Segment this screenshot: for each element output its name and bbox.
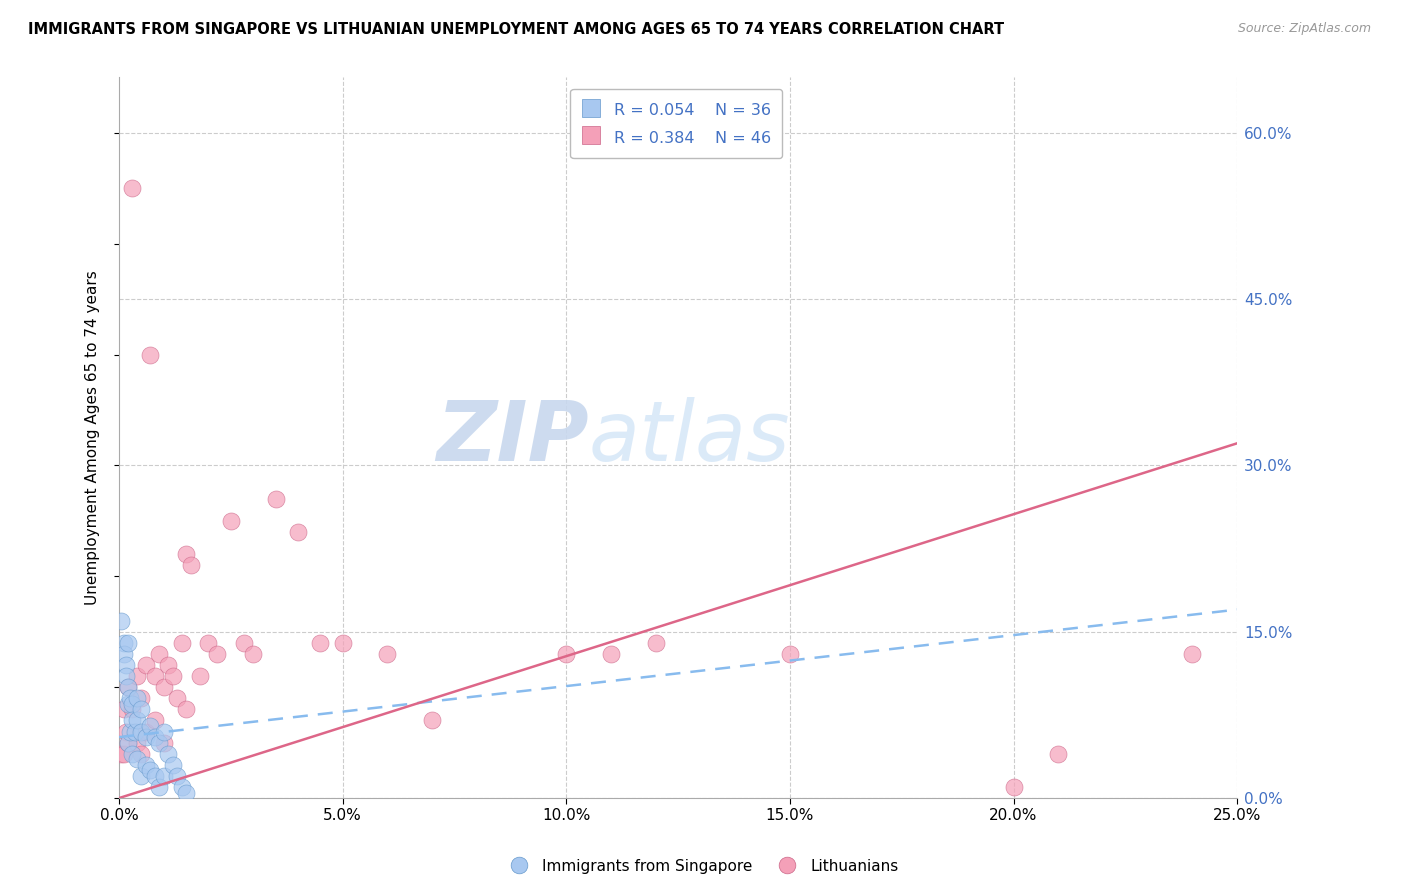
Point (125, 691, 148, 706)
Point (135, 658, 157, 673)
Point (135, 757, 157, 772)
Point (1047, 747, 1070, 761)
Point (117, 736, 139, 750)
Point (131, 747, 153, 761)
Point (112, 747, 135, 761)
Point (242, 647, 264, 661)
Text: IMMIGRANTS FROM SINGAPORE VS LITHUANIAN UNEMPLOYMENT AMONG AGES 65 TO 74 YEARS C: IMMIGRANTS FROM SINGAPORE VS LITHUANIAN … (28, 22, 1004, 37)
Point (166, 769, 188, 783)
Point (287, 524, 309, 539)
Point (188, 669, 211, 683)
Point (148, 780, 170, 794)
Point (143, 714, 166, 728)
Point (117, 636, 139, 650)
Point (121, 697, 143, 711)
Text: Source: ZipAtlas.com: Source: ZipAtlas.com (1237, 22, 1371, 36)
Text: atlas: atlas (589, 397, 790, 478)
Point (197, 636, 219, 650)
Point (121, 702, 143, 716)
Point (117, 736, 139, 750)
Point (264, 491, 287, 506)
Point (121, 181, 143, 195)
Point (309, 636, 332, 650)
Point (555, 647, 578, 661)
Point (420, 714, 443, 728)
Point (157, 747, 180, 761)
Legend: R = 0.054    N = 36, R = 0.384    N = 46: R = 0.054 N = 36, R = 0.384 N = 46 (571, 89, 782, 159)
Point (174, 702, 197, 716)
Point (125, 736, 148, 750)
Point (131, 691, 153, 706)
Point (170, 780, 193, 794)
Point (148, 647, 170, 661)
Text: ZIP: ZIP (436, 397, 589, 478)
Point (114, 669, 136, 683)
Point (1002, 780, 1025, 794)
Point (135, 730, 157, 744)
Point (120, 691, 142, 706)
Point (600, 647, 623, 661)
Point (152, 724, 174, 739)
Point (110, 747, 132, 761)
Point (170, 636, 193, 650)
Point (131, 769, 153, 783)
Point (779, 647, 801, 661)
Point (143, 669, 166, 683)
Point (125, 669, 148, 683)
Point (180, 558, 202, 573)
Point (152, 769, 174, 783)
Point (125, 714, 148, 728)
Point (114, 724, 136, 739)
Point (332, 636, 354, 650)
Point (152, 680, 174, 694)
Point (112, 647, 135, 661)
Y-axis label: Unemployment Among Ages 65 to 74 years: Unemployment Among Ages 65 to 74 years (86, 270, 100, 605)
Point (174, 785, 197, 799)
Point (139, 764, 162, 778)
Point (162, 757, 184, 772)
Point (148, 736, 170, 750)
Point (125, 752, 148, 766)
Point (143, 769, 166, 783)
Point (131, 702, 153, 716)
Point (121, 747, 143, 761)
Point (114, 658, 136, 673)
Point (644, 636, 666, 650)
Point (219, 514, 242, 528)
Point (112, 702, 135, 716)
Point (1181, 647, 1204, 661)
Point (207, 647, 229, 661)
Point (120, 724, 142, 739)
Point (124, 724, 146, 739)
Point (110, 614, 132, 628)
Point (117, 680, 139, 694)
Point (162, 669, 184, 683)
Point (121, 714, 143, 728)
Point (143, 730, 166, 744)
Point (157, 658, 180, 673)
Point (377, 647, 399, 661)
Point (112, 636, 135, 650)
Point (117, 680, 139, 694)
Legend: Immigrants from Singapore, Lithuanians: Immigrants from Singapore, Lithuanians (501, 853, 905, 880)
Point (117, 697, 139, 711)
Point (139, 719, 162, 733)
Point (174, 547, 197, 561)
Point (233, 636, 256, 650)
Point (139, 348, 162, 362)
Point (135, 724, 157, 739)
Point (152, 736, 174, 750)
Point (166, 691, 188, 706)
Point (131, 724, 153, 739)
